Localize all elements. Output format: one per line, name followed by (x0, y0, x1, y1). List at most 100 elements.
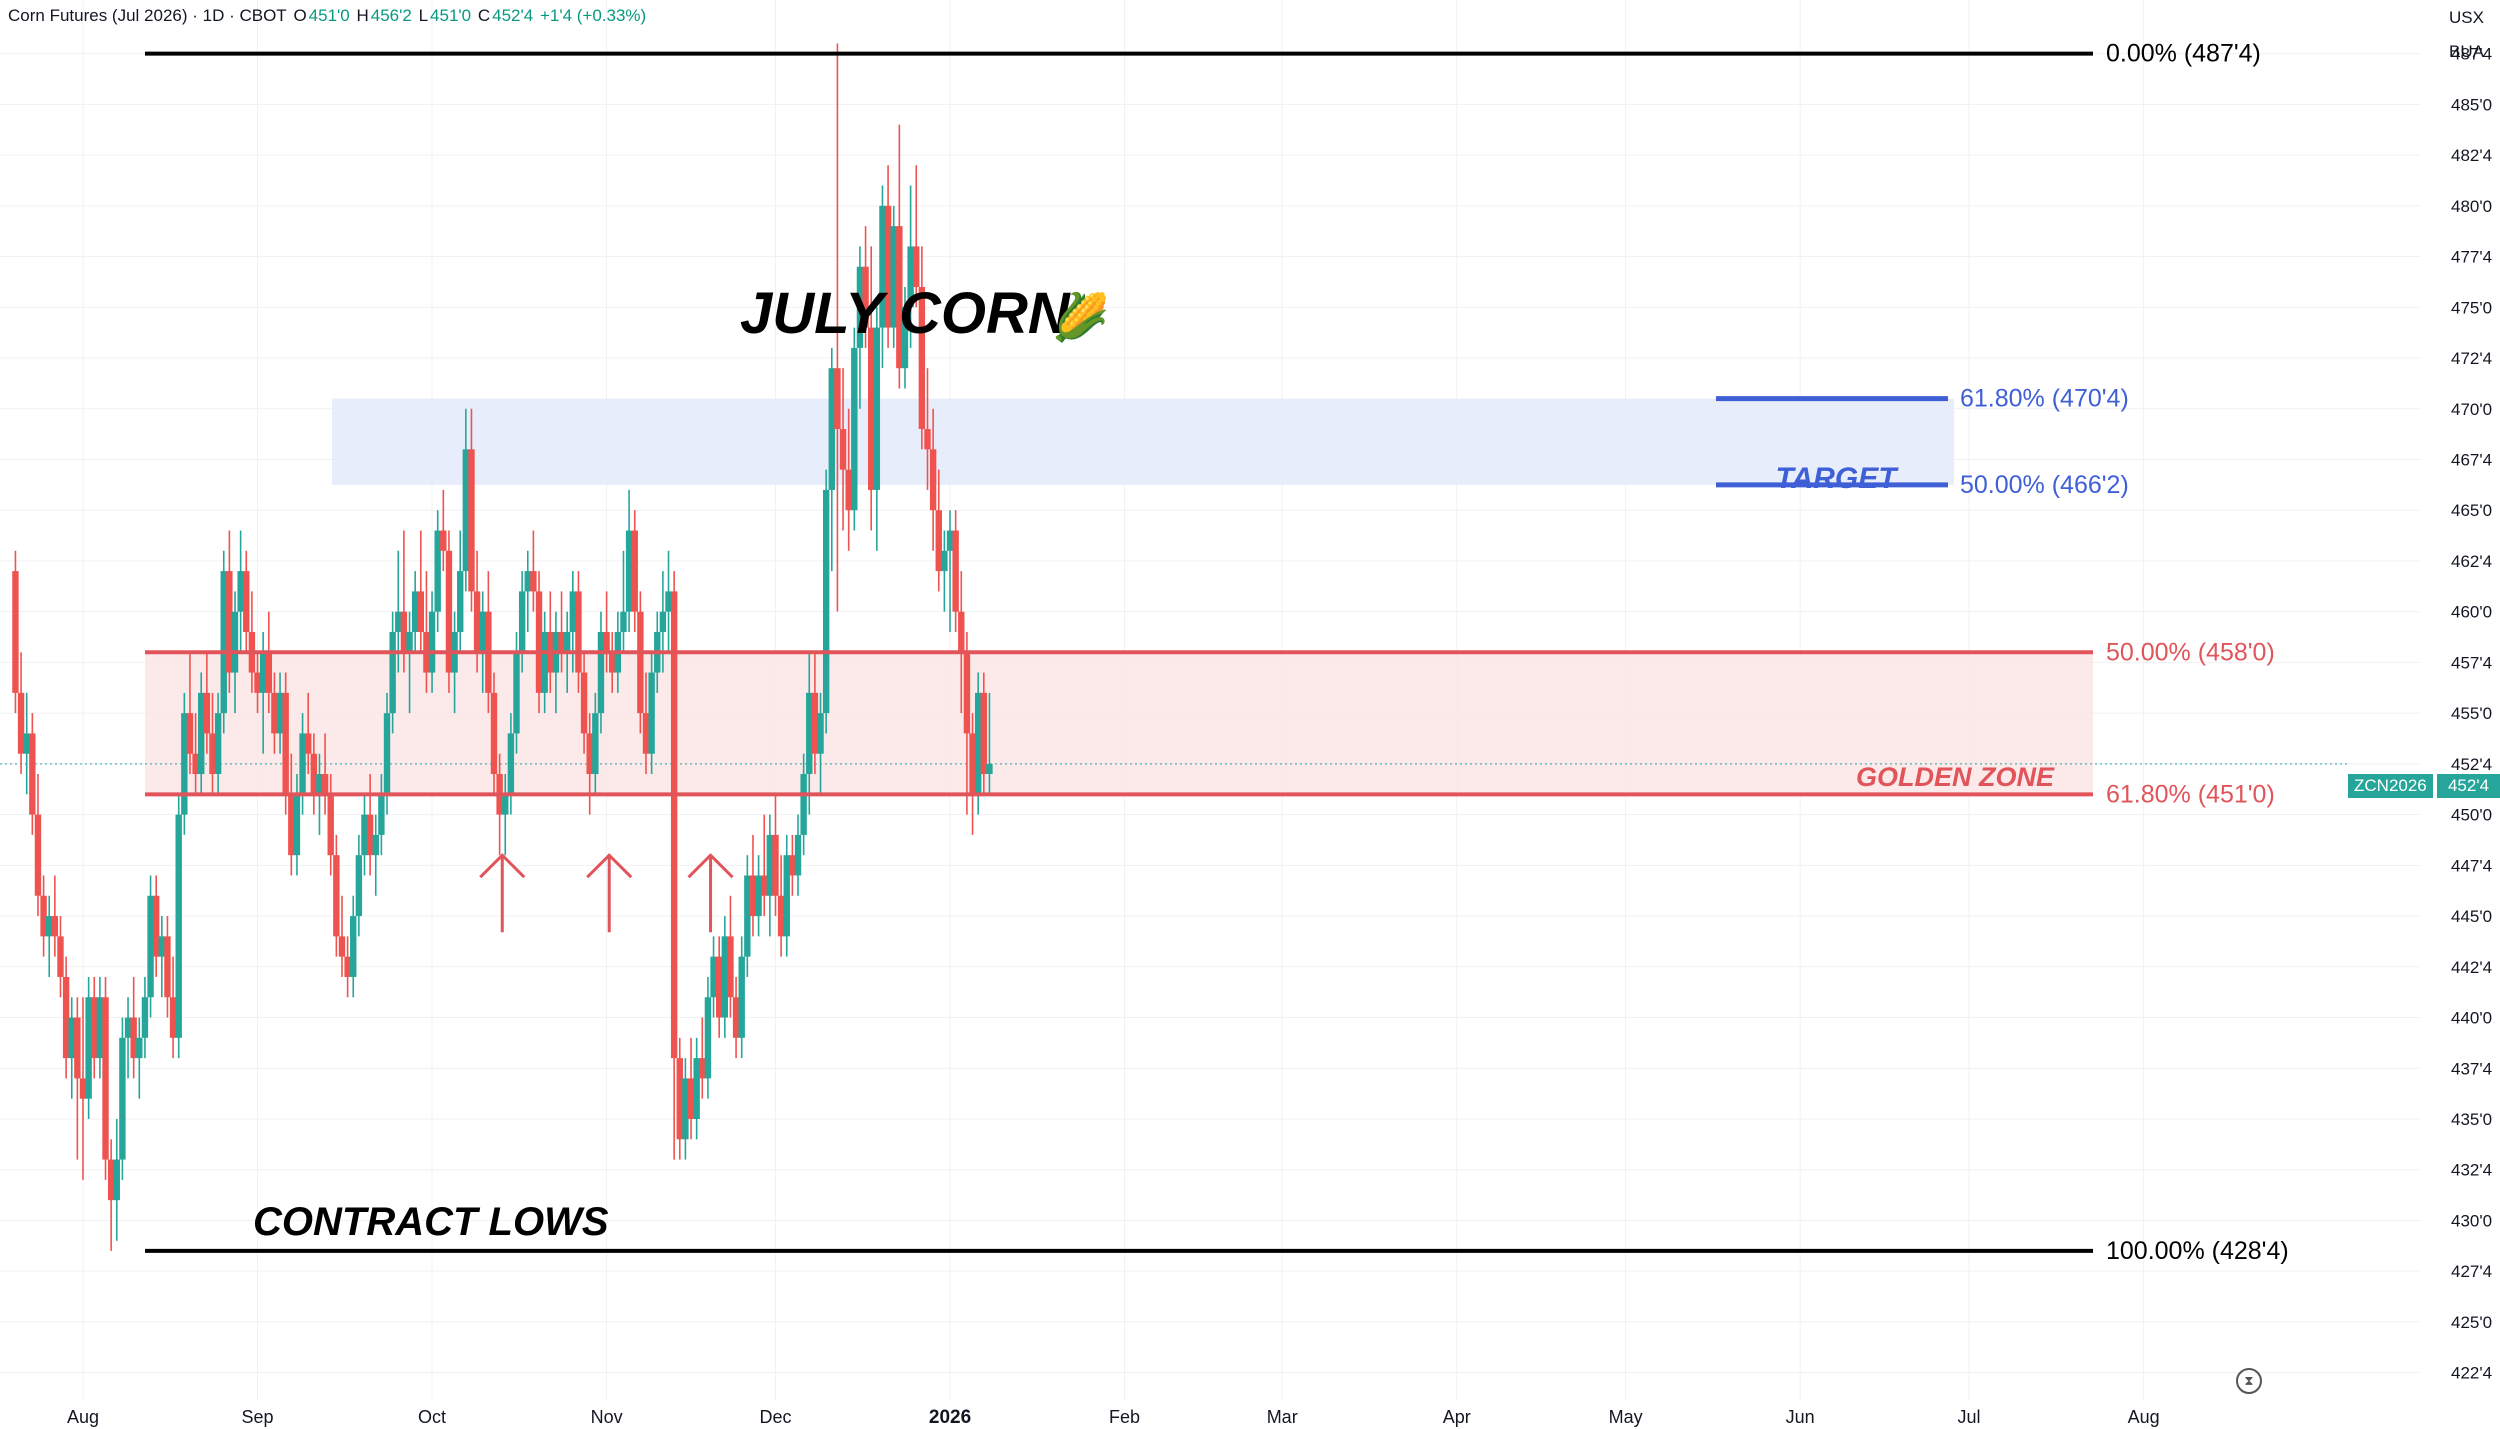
open-value: 451'0 (308, 6, 350, 25)
candle-down (490, 692, 498, 775)
y-tick-label: 427'4 (2451, 1262, 2492, 1281)
candle-up (682, 1078, 689, 1140)
x-tick-label: Mar (1267, 1407, 1298, 1427)
candle-up (856, 266, 864, 348)
candle-down (12, 571, 19, 693)
candle-down (952, 530, 959, 612)
candle-up (136, 1037, 143, 1059)
candle-up (946, 530, 954, 551)
candle-up (941, 550, 948, 572)
candle-up (502, 794, 509, 815)
candle-up (141, 997, 149, 1038)
y-tick-label: 470'0 (2451, 400, 2492, 419)
x-tick-label: 2026 (929, 1407, 971, 1428)
candle-down (34, 814, 42, 896)
candle-up (851, 347, 858, 511)
candle-down (321, 774, 329, 795)
y-tick-label: 472'4 (2451, 349, 2492, 368)
candle-down (913, 246, 920, 288)
candle-down (935, 510, 942, 572)
candle-up (738, 956, 745, 1038)
zones (0, 398, 2348, 795)
candle-down (40, 895, 47, 937)
candle-down (670, 591, 678, 1059)
candle-up (659, 611, 667, 632)
candle-up (395, 611, 402, 632)
candle-down (203, 692, 211, 734)
change-value: +1'4 (+0.33%) (539, 6, 647, 25)
symbol-header: Corn Futures (Jul 2026) · 1D · CBOT O 451… (8, 6, 648, 26)
y-tick-label: 435'0 (2451, 1110, 2492, 1129)
close-label: C (477, 6, 491, 25)
candle-up (592, 713, 599, 775)
fib-label: 0.00% (487'4) (2106, 40, 2261, 68)
candle-down (79, 1078, 87, 1099)
y-tick-label: 445'0 (2451, 907, 2492, 926)
candle-up (665, 591, 672, 612)
x-tick-label: Nov (591, 1407, 623, 1427)
candle-up (181, 713, 188, 815)
candle-up (518, 591, 526, 653)
clock-icon[interactable]: ⧗ (2236, 1368, 2262, 1394)
candle-up (648, 672, 655, 754)
candle-down (417, 591, 424, 632)
candle-down (338, 936, 346, 957)
high-label: H (356, 6, 369, 25)
y-tick-label: 437'4 (2451, 1059, 2492, 1078)
candle-up (68, 1017, 75, 1059)
currency-unit[interactable]: USX (2449, 8, 2484, 27)
y-tick-label: 440'0 (2451, 1009, 2492, 1028)
candle-down (366, 814, 374, 856)
candle-up (316, 774, 323, 795)
candle-down (834, 368, 841, 430)
candle-down (327, 794, 334, 856)
candle-down (102, 997, 109, 1160)
candle-up (293, 794, 301, 856)
candle-down (265, 652, 272, 693)
low-value: 451'0 (430, 6, 472, 25)
candlesticks (12, 43, 993, 1251)
candle-up (597, 631, 605, 714)
close-value: 452'4 (492, 6, 534, 25)
candle-down (727, 936, 734, 998)
candle-up (744, 875, 751, 957)
candle-up (974, 692, 982, 795)
candle-down (130, 1017, 137, 1059)
candle-down (963, 652, 971, 734)
y-tick-label: 430'0 (2451, 1211, 2492, 1230)
candle-down (884, 205, 892, 328)
candle-up (817, 713, 824, 754)
x-tick-label: May (1609, 1407, 1643, 1427)
candle-down (642, 713, 650, 754)
candle-up (806, 692, 813, 775)
candle-down (333, 855, 340, 937)
candle-down (305, 733, 312, 754)
candle-down (609, 652, 616, 673)
candle-up (620, 611, 627, 632)
x-axis: Aug Sep Oct Nov Dec 2026 Feb Mar Apr May Jun Jul Aug (67, 1407, 2160, 1428)
candle-up (524, 571, 531, 592)
candle-up (434, 530, 441, 612)
candle-down (282, 692, 289, 795)
candle-down (862, 266, 869, 328)
chart-title: JULY CORN (740, 281, 1071, 346)
candle-down (62, 976, 70, 1059)
candle-up (890, 226, 897, 328)
candle-down (586, 733, 593, 775)
candle-down (473, 591, 481, 653)
y-tick-label: 425'0 (2451, 1313, 2492, 1332)
candle-down (535, 591, 543, 693)
last-price-tag: 452'4 (2437, 774, 2500, 798)
candle-up (214, 713, 222, 775)
quote-unit[interactable]: BUA (2449, 42, 2484, 61)
candle-up (355, 855, 363, 917)
target-label-text: TARGET (1775, 462, 1899, 495)
candle-up (220, 571, 227, 714)
y-axis: 422'4 425'0 427'4 430'0 432'4 435'0 437'4 440'0… (2451, 45, 2492, 1383)
candle-down (699, 1058, 706, 1079)
candle-up (406, 631, 413, 653)
open-label: O (293, 6, 307, 25)
candle-down (107, 1159, 115, 1201)
candle-down (839, 429, 847, 470)
